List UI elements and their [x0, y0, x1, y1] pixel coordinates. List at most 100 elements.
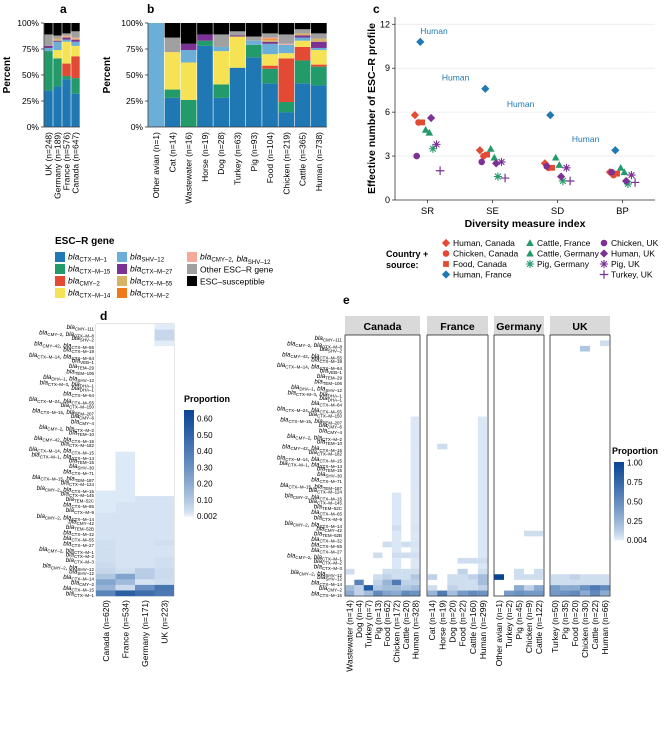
- panel-e-cell: [534, 590, 544, 597]
- panel-e-cell: [363, 585, 374, 591]
- panel-c-legend-label: Human, UK: [611, 249, 655, 259]
- panel-d-cell: [154, 507, 174, 513]
- panel-e-cell: [580, 590, 590, 597]
- panel-e-cell: [401, 574, 411, 580]
- panel-b-x-tick-label: Pig (n=93): [249, 132, 259, 172]
- panel-e-row-label: blaCTX–M–14: [311, 580, 342, 588]
- panel-d-cell: [154, 579, 174, 586]
- panel-b-bar-segment: [262, 83, 278, 127]
- panel-d-cell: [96, 507, 116, 513]
- panel-b-bar-segment: [180, 99, 197, 127]
- panel-e-cell: [410, 514, 420, 521]
- panel-d-cell: [96, 568, 116, 574]
- panel-e-cell: [477, 503, 488, 510]
- panel-c-point: [493, 172, 502, 181]
- panel-b-bar-segment: [213, 84, 230, 98]
- panel-e-colorbar-step: [614, 530, 624, 533]
- panel-d-cell: [115, 385, 135, 391]
- panel-d-row-label: blaCMY–42, blaCTX–M–55: [34, 341, 94, 350]
- panel-d-colorbar-step: [184, 449, 194, 453]
- panel-d-cell: [115, 479, 135, 486]
- panel-e-row-label: blaCTX–M–2: [314, 558, 343, 566]
- panel-d-cell: [96, 429, 116, 436]
- panel-b-bar-segment: [278, 53, 295, 59]
- panel-d-colorbar-step: [184, 423, 194, 427]
- panel-d-cell: [154, 340, 174, 347]
- panel-d-cell: [115, 573, 135, 580]
- panel-e-col-label: Cattle (n=20): [401, 600, 411, 650]
- panel-e-cell: [457, 574, 468, 580]
- panel-c-point: [475, 146, 484, 155]
- panel-c-legend-title: Country +: [386, 249, 428, 259]
- panel-e-cell: [477, 574, 488, 580]
- panel-e-cell: [524, 574, 534, 580]
- panel-e-cell: [410, 547, 420, 553]
- panel-e-facet-strip: [550, 316, 610, 335]
- panel-e-cell: [410, 585, 420, 591]
- panel-d-cell: [96, 518, 116, 525]
- panel-e-row-label: blaCTX–M–65: [311, 509, 342, 517]
- panel-d-cell: [96, 590, 116, 597]
- panel-e-cell: [477, 454, 488, 461]
- panel-e-colorbar-tick-label: 0.50: [627, 497, 643, 506]
- panel-a-bar-segment: [44, 45, 53, 48]
- panel-e-cell: [600, 585, 610, 591]
- panel-e-cell: [477, 438, 488, 444]
- panel-a-bar-segment: [71, 93, 80, 127]
- panel-e-cell: [373, 552, 383, 559]
- panel-e-cell: [410, 422, 420, 428]
- panel-d-cell: [135, 551, 155, 558]
- panel-d-cell: [96, 534, 116, 541]
- panel-c-point: [486, 144, 495, 152]
- panel-e-colorbar-step: [614, 524, 624, 527]
- panel-a-x-tick-label: France (n=576): [62, 132, 72, 191]
- panel-a-bar-segment: [53, 23, 62, 36]
- panel-e-cell: [391, 525, 402, 531]
- panel-c-point: [620, 168, 629, 176]
- panel-d-cell: [154, 473, 174, 480]
- panel-b-bar-segment: [311, 38, 327, 42]
- panel-b-bar-segment: [278, 58, 295, 103]
- panel-d-cell: [115, 373, 135, 380]
- panel-e-col-label: Chicken (n=30): [580, 600, 590, 658]
- panel-d-cell: [96, 501, 116, 508]
- panel-e-cell: [477, 509, 488, 515]
- panel-e-facet-strip: [345, 316, 420, 335]
- panel-c-point: [410, 110, 419, 120]
- panel-e-col-label: Turkey (n=2): [504, 600, 514, 648]
- panel-e-cell: [467, 579, 478, 586]
- panel-e-col-label: Turkey (n=7): [363, 600, 373, 648]
- panel-d-row-label: blaTEM–52C: [66, 496, 95, 504]
- panel-d-cell: [154, 329, 174, 336]
- panel-e-col-label: Human (n=66): [600, 600, 610, 655]
- panel-a-y-label: Percent: [2, 56, 13, 93]
- panel-e-cell: [410, 416, 420, 423]
- panel-e-row-label: blaCTX–M–1, blaCTX–M–14: [279, 460, 342, 469]
- panel-d-cell: [115, 468, 135, 475]
- gene-legend-key: [117, 264, 127, 274]
- panel-e-cell: [524, 585, 534, 591]
- panel-e-colorbar-tick-label: 1.00: [627, 458, 643, 467]
- panel-d-colorbar-step: [184, 447, 194, 451]
- panel-e-facet-title: UK: [572, 321, 588, 333]
- panel-d-cell: [115, 507, 135, 513]
- panel-e-colorbar-step: [614, 518, 624, 521]
- panel-a-x-tick-label: Germany (n=189): [53, 132, 63, 199]
- panel-e-row-label: blaCTX–M–9: [314, 514, 343, 522]
- panel-e-row-label: blaCMY–2, blaCTX–M–1: [287, 552, 342, 561]
- panel-e-cell: [437, 590, 448, 597]
- panel-d-cell: [154, 501, 174, 508]
- panel-d-cell: [96, 435, 116, 441]
- panel-d-cell: [154, 451, 174, 458]
- panel-b-bar-segment: [278, 102, 295, 113]
- panel-d-cell: [135, 407, 155, 414]
- panel-d-cell: [135, 446, 155, 452]
- panel-e-row-label: blaCTX–M–55: [311, 542, 342, 550]
- panel-d-cell: [135, 340, 155, 347]
- panel-a-bar-segment: [62, 33, 71, 36]
- panel-d-cell: [135, 457, 155, 463]
- panel-e-facet-border: [344, 334, 421, 597]
- panel-e-col-label: Chicken (n=9): [524, 600, 534, 653]
- panel-b-label: b: [147, 2, 154, 16]
- panel-e-cell: [410, 519, 420, 526]
